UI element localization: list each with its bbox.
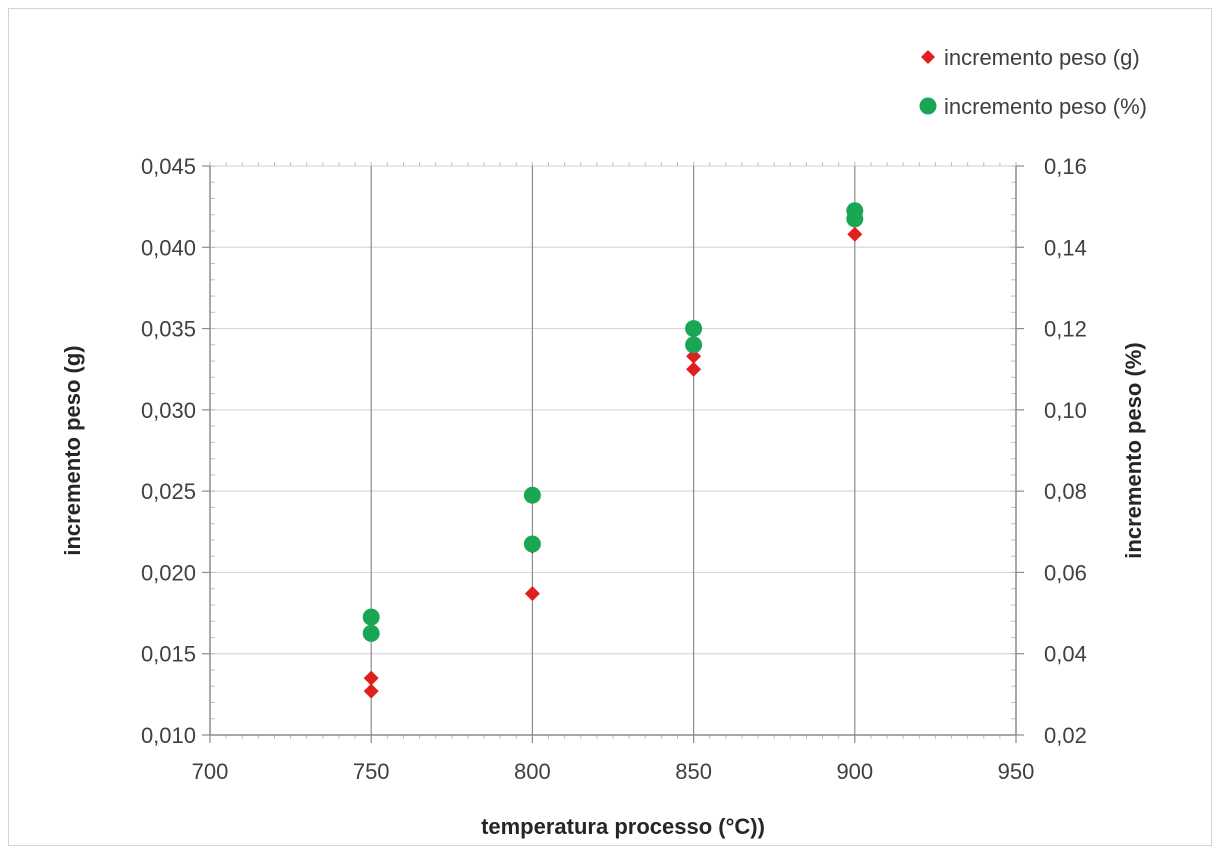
y-tick-label: 0,010 [141, 723, 196, 748]
y-tick-label: 0,040 [141, 235, 196, 260]
y2-tick-label: 0,06 [1044, 560, 1087, 585]
y2-tick-label: 0,10 [1044, 398, 1087, 423]
x-axis-title: temperatura processo (°C)) [481, 814, 765, 839]
x-tick-label: 950 [998, 759, 1035, 784]
data-point-pct [362, 608, 380, 626]
y-axis-title: incremento peso (g) [60, 345, 85, 555]
y-tick-label: 0,030 [141, 398, 196, 423]
chart-frame [8, 8, 1212, 846]
data-point-g [686, 348, 702, 364]
data-point-g [524, 586, 540, 602]
data-point-g [847, 226, 863, 242]
x-tick-label: 900 [836, 759, 873, 784]
y-tick-label: 0,015 [141, 642, 196, 667]
y2-tick-label: 0,08 [1044, 479, 1087, 504]
data-point-g [363, 670, 379, 686]
x-tick-label: 700 [192, 759, 229, 784]
y2-tick-label: 0,12 [1044, 317, 1087, 342]
legend-marker-diamond [921, 50, 935, 64]
data-point-g [363, 683, 379, 699]
y-tick-label: 0,035 [141, 317, 196, 342]
data-point-pct [523, 535, 541, 553]
legend-marker-circle [919, 97, 937, 115]
data-point-pct [685, 336, 703, 354]
data-point-g [686, 361, 702, 377]
y2-axis-title: incremento peso (%) [1121, 342, 1146, 558]
data-point-pct [362, 624, 380, 642]
x-tick-label: 850 [675, 759, 712, 784]
data-point-pct [685, 320, 703, 338]
x-tick-label: 800 [514, 759, 551, 784]
y2-tick-label: 0,04 [1044, 642, 1087, 667]
y2-tick-label: 0,16 [1044, 154, 1087, 179]
y-tick-label: 0,045 [141, 154, 196, 179]
y2-tick-label: 0,02 [1044, 723, 1087, 748]
x-tick-label: 750 [353, 759, 390, 784]
legend-label: incremento peso (%) [944, 94, 1147, 119]
y-tick-label: 0,020 [141, 560, 196, 585]
data-point-pct [846, 210, 864, 228]
legend-label: incremento peso (g) [944, 45, 1140, 70]
data-point-pct [523, 486, 541, 504]
y-tick-label: 0,025 [141, 479, 196, 504]
y2-tick-label: 0,14 [1044, 235, 1087, 260]
